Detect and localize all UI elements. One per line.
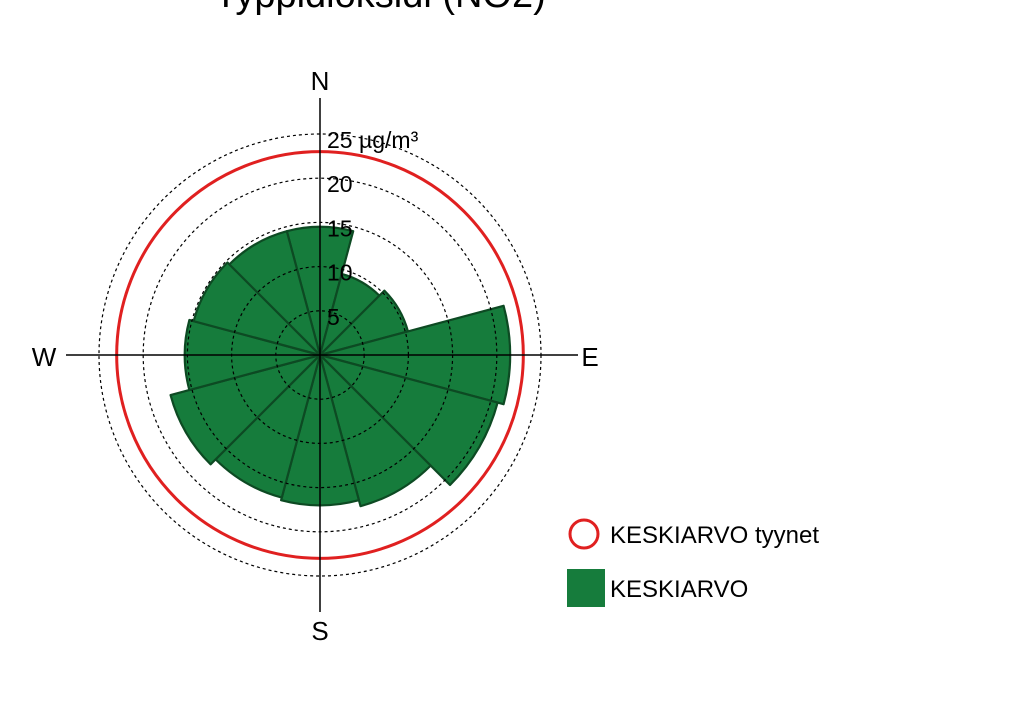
chart-title-wrap: Typpidioksidi (NO2)	[0, 0, 760, 17]
direction-label-n: N	[311, 66, 330, 96]
wind-sector-9	[169, 353, 322, 466]
direction-label-e: E	[581, 342, 598, 372]
legend-calm-marker	[568, 518, 600, 550]
legend: KESKIARVO tyynet KESKIARVO	[567, 518, 819, 607]
wind-sector-6	[318, 353, 432, 508]
radial-tick-label-20: 20	[327, 171, 353, 197]
radial-tick-label-5: 5	[327, 304, 340, 330]
wind-sector-5	[318, 353, 499, 487]
legend-mean-swatch	[567, 569, 605, 607]
legend-calm-label: KESKIARVO tyynet	[610, 522, 819, 549]
direction-label-s: S	[311, 616, 328, 646]
direction-label-w: W	[32, 342, 57, 372]
label-layer: 5 10 15 20 25 µg/m³ N E S W	[32, 66, 599, 646]
wind-sector-12	[228, 230, 322, 357]
legend-mean-label: KESKIARVO	[610, 576, 748, 603]
radial-tick-label-25: 25 µg/m³	[327, 127, 419, 153]
wind-sector-11	[192, 261, 322, 357]
chart-title: Typpidioksidi (NO2)	[214, 0, 546, 16]
axis-layer	[66, 98, 578, 612]
radial-tick-label-10: 10	[327, 260, 353, 286]
radial-tick-label-15: 15	[327, 215, 353, 241]
